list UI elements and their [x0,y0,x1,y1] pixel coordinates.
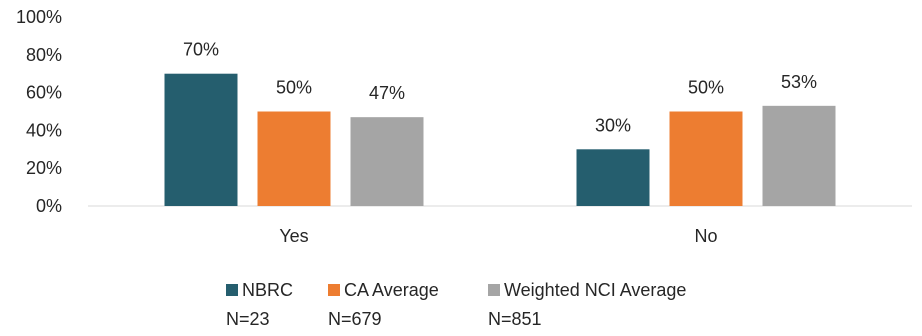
bar [762,105,836,206]
y-tick-label: 20% [26,158,62,178]
bar-group [164,73,836,206]
legend-label-nbrc: NBRC [242,280,294,300]
legend-swatch-weighted-nci-average [488,284,500,296]
y-tick-label: 100% [16,7,62,27]
x-tick-label: No [694,226,717,246]
x-tick-label: Yes [279,226,308,246]
legend: NBRC N=23 CA Average N=679 Weighted NCI … [226,279,916,331]
data-label: 70% [183,40,219,60]
y-axis: 0% 20% 40% 60% 80% 100% [16,7,62,216]
data-label: 50% [688,78,724,98]
legend-label-ca-average: CA Average [344,280,439,300]
data-label: 50% [276,78,312,98]
bar [164,73,238,206]
y-tick-label: 80% [26,45,62,65]
x-axis: Yes No [88,205,912,246]
legend-sublabel-ca-average: N=679 [328,309,382,329]
data-label: 47% [369,83,405,103]
bar [350,117,424,206]
y-tick-label: 40% [26,120,62,140]
legend-sublabel-nbrc: N=23 [226,309,270,329]
data-labels: 70% 50% 47% 30% 50% 53% [183,40,817,136]
data-label: 30% [595,115,631,135]
legend-swatch-ca-average [328,284,340,296]
legend-sublabel-weighted-nci-average: N=851 [488,309,542,329]
data-label: 53% [781,72,817,92]
y-tick-label: 0% [36,196,62,216]
bar [576,149,650,206]
y-tick-label: 60% [26,83,62,103]
bar [669,111,743,206]
bar [257,111,331,206]
legend-label-weighted-nci-average: Weighted NCI Average [504,280,687,300]
legend-swatch-nbrc [226,284,238,296]
